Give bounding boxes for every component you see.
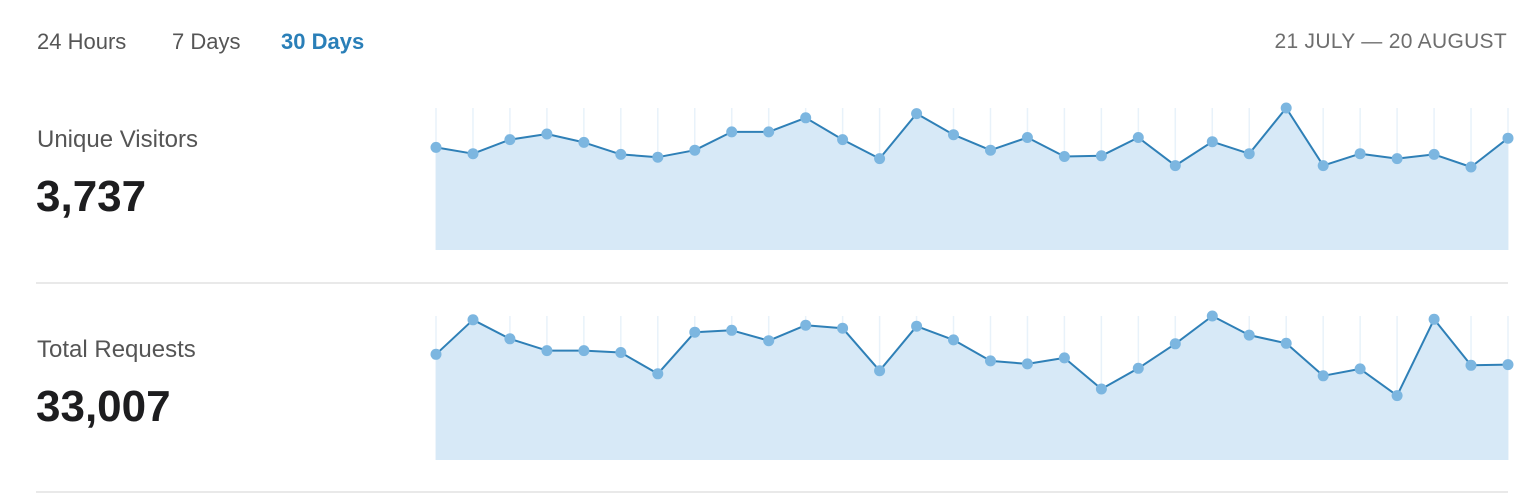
data-point [467, 314, 479, 326]
date-range: 21 JULY — 20 AUGUST [1274, 30, 1507, 53]
data-point [1502, 359, 1514, 371]
data-point [1465, 161, 1477, 173]
data-point [430, 348, 442, 360]
data-point [615, 347, 627, 358]
data-point [1206, 310, 1218, 322]
data-point [1317, 160, 1329, 172]
data-point [1169, 160, 1181, 172]
data-point [948, 334, 959, 346]
data-point [985, 355, 996, 367]
data-point [467, 148, 479, 160]
tab-7-days[interactable]: 7 Days [172, 29, 241, 54]
tab-24-hours[interactable]: 24 Hours [37, 29, 127, 54]
data-point [578, 345, 590, 357]
data-point [1021, 132, 1033, 143]
data-point [1465, 359, 1477, 371]
data-point [1243, 148, 1255, 160]
data-point [541, 128, 553, 140]
data-point [726, 126, 738, 138]
data-point [504, 134, 516, 146]
data-point [800, 112, 812, 124]
area-fill [436, 316, 1508, 460]
data-point [689, 144, 701, 156]
data-point [726, 324, 738, 336]
series-line [435, 107, 1509, 168]
metric-label: Unique Visitors [37, 126, 198, 153]
data-point [874, 153, 886, 165]
area-fill [436, 108, 1508, 250]
data-point [1058, 151, 1070, 162]
data-point [1502, 132, 1514, 144]
divider [36, 282, 1508, 284]
data-point [1132, 132, 1144, 143]
data-point [1280, 337, 1292, 349]
data-point [1095, 383, 1107, 395]
data-point [1095, 150, 1107, 162]
data-point [1391, 153, 1403, 165]
data-point [1391, 390, 1403, 402]
data-point [652, 151, 664, 163]
data-point [1243, 329, 1255, 341]
metric-label: Total Requests [37, 336, 196, 363]
data-point [652, 368, 664, 380]
data-point [911, 108, 923, 120]
data-point [689, 326, 701, 338]
data-point [763, 126, 775, 138]
data-point [541, 345, 553, 357]
metric-value: 3,737 [36, 172, 147, 221]
data-point [1058, 352, 1070, 364]
data-point [1428, 148, 1440, 160]
data-point [1428, 313, 1440, 325]
data-point [1317, 370, 1329, 382]
data-point [948, 129, 959, 141]
data-point [578, 136, 590, 148]
data-point [837, 322, 849, 334]
tab-30-days[interactable]: 30 Days [281, 29, 365, 54]
data-point [1354, 363, 1366, 375]
data-point [763, 335, 775, 347]
data-point [504, 333, 516, 345]
data-point [800, 319, 812, 331]
metric-value: 33,007 [36, 382, 171, 431]
data-point [1354, 148, 1366, 160]
data-point [1206, 136, 1218, 148]
series-line [435, 315, 1509, 397]
data-point [615, 148, 627, 160]
data-point [911, 320, 923, 332]
data-point [985, 144, 996, 156]
data-point [1021, 358, 1033, 370]
data-point [1169, 338, 1181, 350]
data-point [837, 134, 849, 146]
data-point [1280, 102, 1292, 114]
data-point [874, 365, 886, 377]
data-point [430, 141, 442, 153]
divider [36, 491, 1508, 493]
data-point [1132, 362, 1144, 374]
